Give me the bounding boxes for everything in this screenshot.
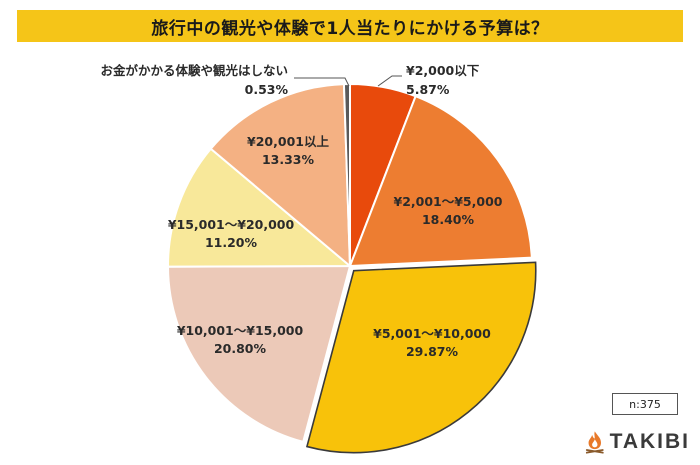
slice-label-1: ¥2,001～¥5,000 xyxy=(394,194,503,209)
slice-label-0: ¥2,000以下 xyxy=(406,63,480,78)
slice-label-5: ¥20,001以上 xyxy=(247,134,329,149)
sample-size-box: n:375 xyxy=(612,393,678,415)
leader-line-6 xyxy=(294,77,350,87)
campfire-icon xyxy=(585,431,604,454)
slice-value-6: 0.53% xyxy=(245,82,289,97)
title-bar: 旅行中の観光や体験で1人当たりにかける予算は？ xyxy=(17,10,683,42)
slice-value-3: 20.80% xyxy=(214,341,267,356)
leader-line-0 xyxy=(377,75,402,87)
slice-value-4: 11.20% xyxy=(205,235,258,250)
slice-label-2: ¥5,001～¥10,000 xyxy=(373,326,491,341)
brand-name: TAKIBI xyxy=(609,430,690,453)
pie-slice-1 xyxy=(348,94,533,268)
brand-logo: TAKIBI xyxy=(585,428,690,456)
pie-slice-4 xyxy=(167,147,353,268)
slice-label-6: お金がかかる体験や観光はしない xyxy=(100,63,288,78)
slice-value-0: 5.87% xyxy=(406,82,450,97)
slice-label-4: ¥15,001～¥20,000 xyxy=(168,217,295,232)
pie-slice-5 xyxy=(209,83,352,269)
slice-label-3: ¥10,001～¥15,000 xyxy=(177,323,304,338)
slice-value-1: 18.40% xyxy=(422,212,475,227)
chart-title: 旅行中の観光や体験で1人当たりにかける予算は？ xyxy=(151,18,549,39)
pie-slice-6 xyxy=(342,82,351,267)
sample-size-label: n:375 xyxy=(629,397,661,411)
pie-slice-2 xyxy=(305,261,537,454)
slice-value-2: 29.87% xyxy=(406,344,459,359)
slice-value-5: 13.33% xyxy=(262,152,315,167)
pie-slice-3 xyxy=(166,264,352,444)
